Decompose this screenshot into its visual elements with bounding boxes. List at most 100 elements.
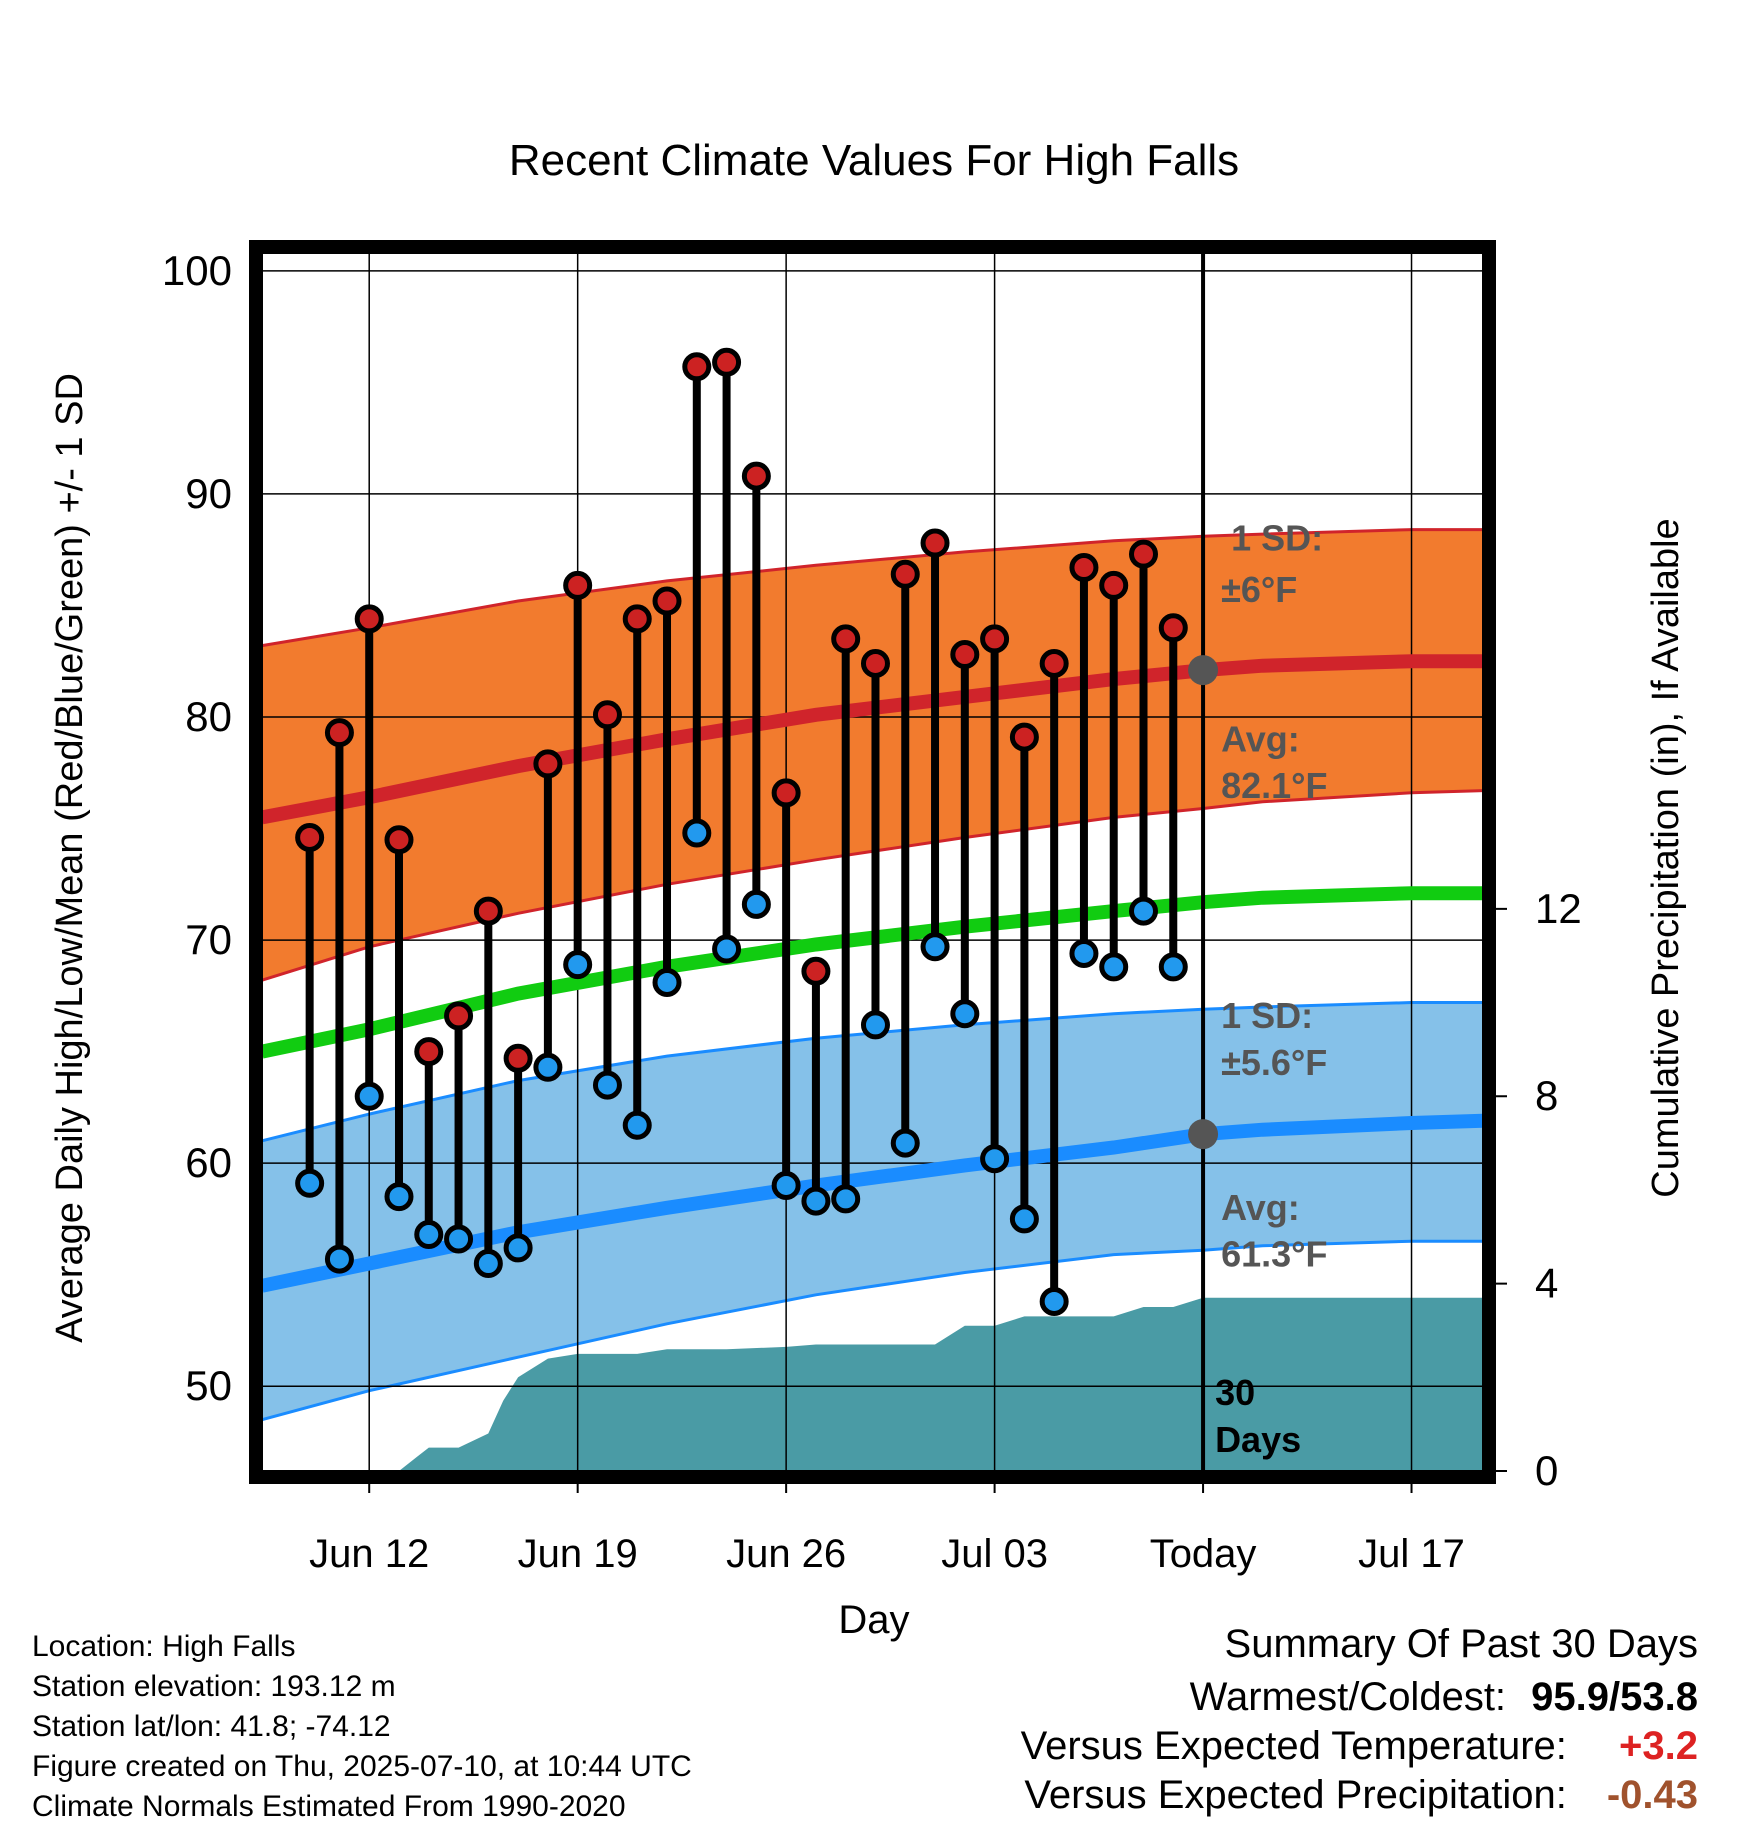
x-tick-label: Today — [1150, 1532, 1257, 1576]
x-tick-label: Jun 26 — [726, 1532, 846, 1576]
daily-low-point — [771, 1170, 801, 1200]
daily-low-point — [414, 1220, 444, 1250]
daily-high-point — [622, 604, 652, 634]
y-tick-label: 60 — [185, 1139, 232, 1186]
daily-high-point — [1158, 613, 1188, 643]
x-tick-label: Jul 03 — [941, 1532, 1048, 1576]
daily-low-point — [980, 1144, 1010, 1174]
daily-low-point — [682, 818, 712, 848]
footer-latlon: Station lat/lon: 41.8; -74.12 — [32, 1710, 391, 1743]
daily-high-point — [1069, 553, 1099, 583]
daily-high-point — [533, 749, 563, 779]
y2-tick-label: 8 — [1535, 1072, 1558, 1119]
summary-warm-cold: Warmest/Coldest: 95.9/53.8 — [1190, 1675, 1698, 1720]
y-tick-label: 50 — [185, 1362, 232, 1409]
daily-high-point — [1039, 648, 1069, 678]
daily-high-point — [682, 352, 712, 382]
daily-low-point — [444, 1224, 474, 1254]
low-sd-label: 1 SD: — [1221, 995, 1313, 1036]
summary-precip-value: -0.43 — [1606, 1773, 1698, 1817]
daily-high-point — [801, 956, 831, 986]
footer-location: Location: High Falls — [32, 1630, 296, 1663]
daily-high-point — [563, 570, 593, 600]
low-avg-value: 61.3°F — [1221, 1234, 1327, 1275]
y-tick-label: 70 — [185, 916, 232, 963]
daily-high-point — [592, 700, 622, 730]
x-tick-label: Jun 19 — [518, 1532, 638, 1576]
plot-area: 1 SD: ±6°F Avg: 82.1°F 1 SD: ±5.6°F Avg: 61.3°F… — [162, 240, 1582, 1576]
y-axis-label: Average Daily High/Low/Mean (Red/Blue/Gr… — [49, 373, 91, 1343]
daily-high-point — [980, 624, 1010, 654]
daily-low-point — [1069, 938, 1099, 968]
high-sd-value: ±6°F — [1221, 569, 1297, 610]
y2-tick-label: 12 — [1535, 885, 1582, 932]
y2-tick-label: 4 — [1535, 1260, 1558, 1307]
plot-frame — [249, 240, 1496, 1484]
high-avg-value: 82.1°F — [1221, 765, 1327, 806]
summary-temp: Versus Expected Temperature: +3.2 — [1021, 1724, 1698, 1769]
summary-warm-cold-value: 95.9/53.8 — [1531, 1675, 1698, 1719]
summary-warm-cold-label: Warmest/Coldest: — [1189, 1675, 1507, 1719]
daily-high-point — [354, 604, 384, 634]
daily-low-point — [741, 889, 771, 919]
daily-low-point — [950, 999, 980, 1029]
summary-title: Summary Of Past 30 Days — [1224, 1622, 1698, 1666]
daily-low-point — [503, 1233, 533, 1263]
daily-low-point — [920, 932, 950, 962]
footer-normals: Climate Normals Estimated From 1990-2020 — [32, 1790, 626, 1823]
daily-low-point — [1039, 1286, 1069, 1316]
today-days-number: 30 — [1215, 1372, 1255, 1413]
daily-low-point — [295, 1168, 325, 1198]
daily-high-point — [1009, 722, 1039, 752]
daily-low-point — [563, 950, 593, 980]
low-sd-lower-line — [261, 1239, 1483, 1422]
daily-high-point — [950, 640, 980, 670]
daily-high-point — [831, 624, 861, 654]
summary-precip-label: Versus Expected Precipitation: — [1024, 1773, 1567, 1817]
daily-high-point — [920, 528, 950, 558]
high-sd-label: 1 SD: — [1231, 518, 1323, 559]
daily-high-point — [1129, 539, 1159, 569]
y2-tick-label: 0 — [1535, 1447, 1558, 1494]
daily-low-point — [622, 1110, 652, 1140]
high-sd-upper-line — [261, 528, 1483, 648]
summary-temp-value: +3.2 — [1619, 1724, 1698, 1768]
y2-axis-label: Cumulative Precipitation (in), If Availa… — [1645, 518, 1687, 1197]
daily-low-point — [473, 1249, 503, 1279]
x-tick-label: Jul 17 — [1358, 1532, 1465, 1576]
daily-low-point — [384, 1182, 414, 1212]
footer-elevation: Station elevation: 193.12 m — [32, 1670, 396, 1703]
daily-high-point — [890, 559, 920, 589]
today-days-label: Days — [1215, 1419, 1301, 1460]
y-tick-label: 100 — [162, 247, 232, 294]
low-avg-label: Avg: — [1221, 1187, 1300, 1228]
today-low-avg-marker — [1188, 1119, 1219, 1150]
daily-low-point — [1129, 896, 1159, 926]
precip-area — [262, 1297, 1483, 1471]
daily-low-point — [652, 967, 682, 997]
daily-low-point — [1009, 1204, 1039, 1234]
daily-high-point — [652, 586, 682, 616]
daily-low-point — [324, 1244, 354, 1274]
daily-low-point — [533, 1052, 563, 1082]
daily-low-point — [860, 1010, 890, 1040]
daily-low-point — [712, 934, 742, 964]
daily-low-point — [890, 1128, 920, 1158]
daily-low-point — [592, 1070, 622, 1100]
daily-high-point — [473, 896, 503, 926]
low-sd-value: ±5.6°F — [1221, 1042, 1327, 1083]
daily-high-point — [324, 718, 354, 748]
x-axis-label: Day — [838, 1598, 909, 1642]
daily-high-point — [741, 461, 771, 491]
daily-high-point — [712, 347, 742, 377]
y-tick-label: 90 — [185, 470, 232, 517]
daily-low-point — [354, 1081, 384, 1111]
daily-high-point — [503, 1043, 533, 1073]
daily-high-point — [860, 648, 890, 678]
today-high-avg-marker — [1188, 655, 1219, 686]
daily-high-point — [444, 1001, 474, 1031]
high-avg-label: Avg: — [1221, 718, 1300, 759]
summary-temp-label: Versus Expected Temperature: — [1020, 1724, 1567, 1768]
daily-high-point — [384, 825, 414, 855]
